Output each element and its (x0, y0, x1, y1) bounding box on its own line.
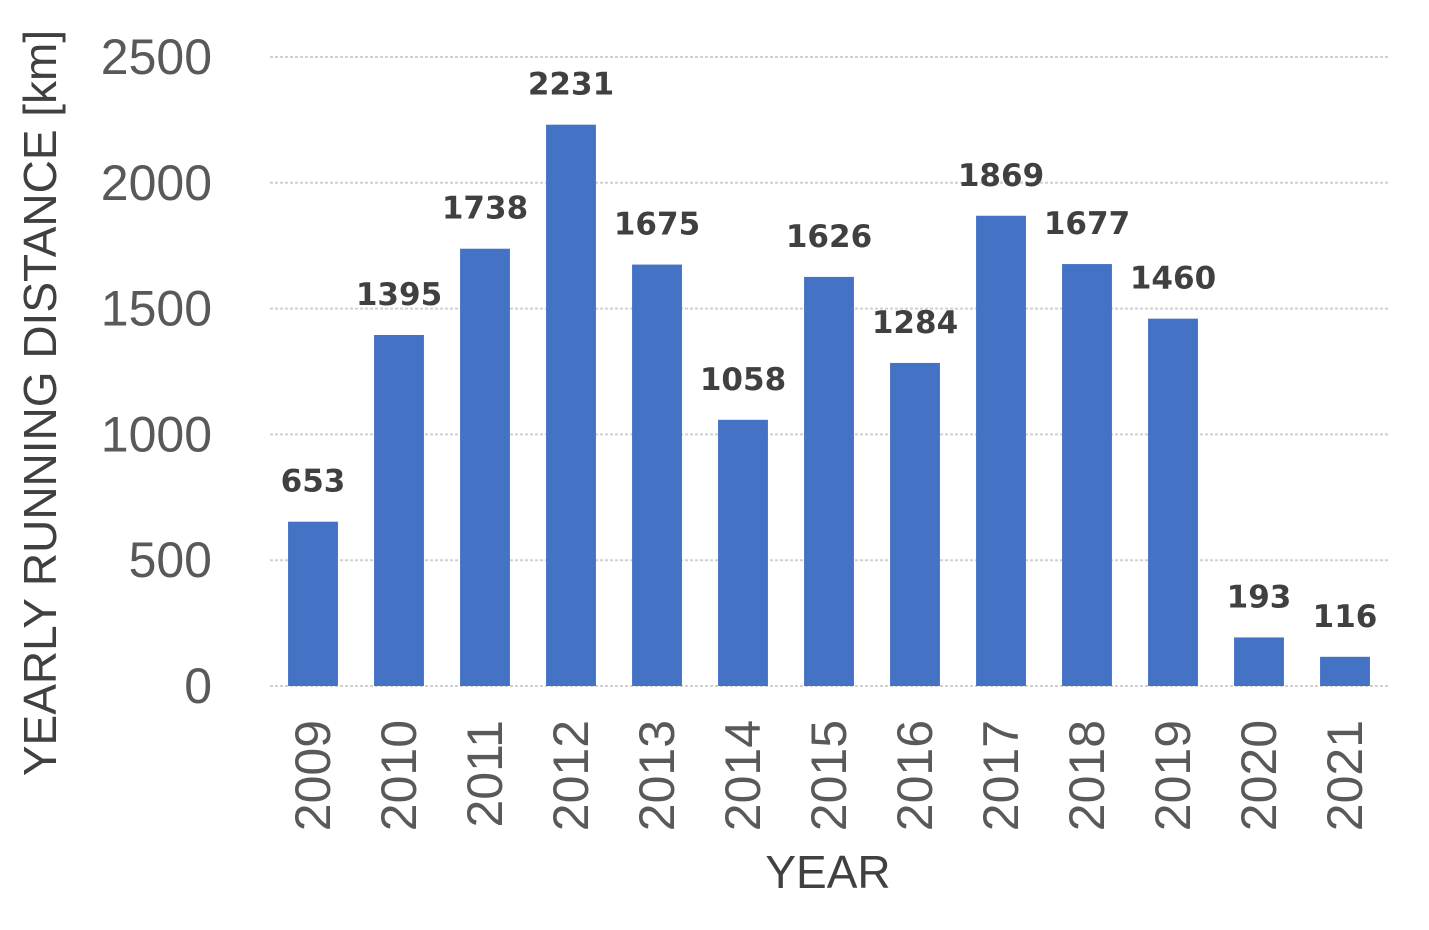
data-label-2009: 653 (281, 464, 346, 500)
y-tick-label-2000: 2000 (101, 155, 212, 211)
data-label-2014: 1058 (700, 362, 786, 398)
x-axis-ticks: 2009 2010 2011 2012 2013 2014 2015 2016 2017 2018… (285, 720, 1373, 831)
bar-2020 (1234, 637, 1284, 686)
x-tick-label-2015: 2015 (801, 720, 857, 831)
data-label-2020: 193 (1227, 579, 1292, 615)
x-tick-label-2010: 2010 (371, 720, 427, 831)
bar-2014 (718, 419, 768, 686)
bar-2017 (976, 215, 1026, 687)
bar-2016 (890, 362, 940, 686)
y-tick-label-1500: 1500 (101, 281, 212, 337)
x-tick-label-2016: 2016 (887, 720, 943, 831)
bar-2018 (1062, 264, 1112, 686)
x-tick-label-2014: 2014 (715, 720, 771, 831)
y-axis-ticks: 0 500 1000 1500 2000 2500 (101, 29, 212, 714)
x-tick-label-2020: 2020 (1231, 720, 1287, 831)
x-tick-label-2021: 2021 (1317, 720, 1373, 831)
data-labels: 6531395173822311675105816261284186916771… (281, 67, 1378, 635)
bar-2011 (460, 248, 510, 687)
data-label-2010: 1395 (356, 277, 442, 313)
x-tick-label-2012: 2012 (543, 720, 599, 831)
x-tick-label-2017: 2017 (973, 720, 1029, 831)
data-label-2018: 1677 (1044, 206, 1130, 242)
gridlines (270, 56, 1388, 687)
y-tick-label-500: 500 (129, 532, 212, 588)
data-label-2015: 1626 (786, 219, 872, 255)
data-label-2013: 1675 (614, 207, 700, 243)
data-label-2019: 1460 (1130, 261, 1216, 297)
bar-2015 (804, 276, 854, 686)
bar-2009 (288, 521, 338, 686)
x-axis-title: YEAR (765, 846, 890, 898)
x-tick-label-2013: 2013 (629, 720, 685, 831)
y-tick-label-1000: 1000 (101, 406, 212, 462)
x-tick-label-2009: 2009 (285, 720, 341, 831)
y-tick-label-2500: 2500 (101, 29, 212, 85)
bar-2021 (1320, 656, 1370, 686)
bar-2010 (374, 335, 424, 686)
bar-2013 (632, 264, 682, 686)
y-axis-title: YEARLY RUNNING DISTANCE [km] (14, 30, 66, 776)
bars (288, 124, 1370, 687)
x-tick-label-2018: 2018 (1059, 720, 1115, 831)
data-label-2016: 1284 (872, 305, 958, 341)
y-tick-label-0: 0 (184, 658, 212, 714)
data-label-2017: 1869 (958, 158, 1044, 194)
x-tick-label-2019: 2019 (1145, 720, 1201, 831)
data-label-2021: 116 (1313, 599, 1378, 635)
bar-2012 (546, 124, 596, 686)
x-tick-label-2011: 2011 (457, 720, 513, 828)
bar-2019 (1148, 318, 1198, 686)
data-label-2012: 2231 (528, 67, 614, 103)
data-label-2011: 1738 (442, 191, 528, 227)
